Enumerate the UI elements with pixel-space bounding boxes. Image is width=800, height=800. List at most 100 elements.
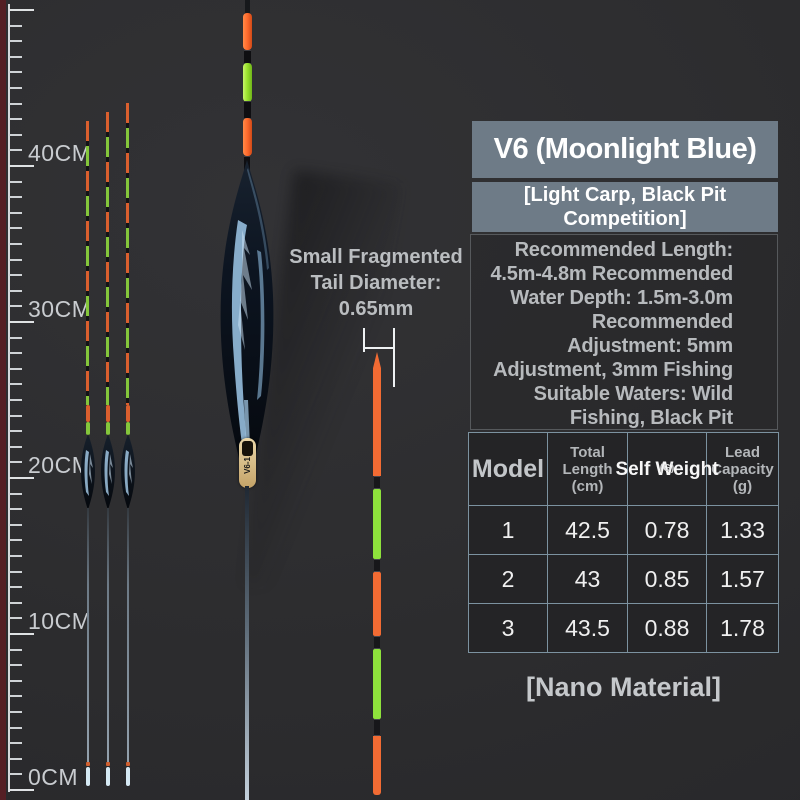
measure-line-right	[393, 328, 395, 387]
ruler-tick	[9, 258, 22, 261]
brand-seal	[242, 441, 253, 456]
table-cell: 42.5	[548, 506, 627, 554]
big-float-stem	[245, 486, 249, 800]
ruler-tick	[9, 9, 34, 11]
small-float-bottom-tip	[106, 767, 110, 786]
big-float-green-segment	[243, 63, 252, 102]
self-weight-label: Self Weight	[615, 458, 719, 480]
ruler-tick	[9, 445, 22, 448]
ruler-tick	[9, 321, 34, 323]
small-float-body	[101, 434, 115, 510]
ruler-tick	[9, 679, 22, 682]
small-float-striped-tail	[126, 103, 129, 405]
ruler-tick	[9, 523, 22, 526]
annotation-line-1: Small Fragmented	[289, 246, 463, 268]
ruler-tick	[9, 352, 22, 355]
small-float-bottom-tip	[86, 767, 90, 786]
table-cell: 1.78	[707, 604, 778, 652]
ruler-tick	[9, 492, 22, 495]
ruler-tick	[9, 789, 34, 791]
description-line: Water Depth: 1.5m-3.0m	[510, 287, 733, 309]
small-float-stem	[87, 508, 89, 764]
ruler-tick	[9, 773, 22, 776]
ruler-line	[8, 4, 10, 792]
table-cell: 0.85	[628, 555, 706, 603]
ruler-tick	[9, 508, 22, 511]
ruler-label-40cm: 40CM	[28, 140, 92, 166]
small-float-stem	[127, 508, 129, 764]
thin-tail-orange-segment	[373, 572, 381, 636]
big-float-orange-segment	[243, 13, 252, 50]
table-cell: 2	[469, 555, 547, 603]
small-float-stem	[107, 508, 109, 764]
small-float	[76, 0, 100, 800]
ruler-tick	[9, 274, 22, 277]
big-float-orange-segment	[243, 118, 252, 156]
ruler-label-10cm: 10CM	[28, 608, 92, 634]
table-cell: 0.88	[628, 604, 706, 652]
ruler-tick	[9, 243, 22, 245]
ruler-tick	[9, 664, 22, 667]
ruler-tick	[9, 430, 22, 433]
ruler-label-0cm: 0CM	[28, 764, 79, 790]
table-cell: 43.5	[548, 604, 627, 652]
thin-tail-green-segment	[373, 649, 381, 719]
ruler-tick	[9, 165, 34, 167]
small-float-body	[81, 434, 95, 510]
ruler-tick	[9, 757, 22, 760]
annotation-line-2: Tail Diameter:	[310, 272, 442, 294]
ruler-tick	[9, 367, 22, 370]
product-description: Recommended Length: 4.5m-4.8m Recommende…	[470, 234, 778, 430]
description-line: Fishing, Black Pit	[569, 407, 733, 429]
thin-tail-joint	[374, 476, 380, 489]
ruler-tick	[9, 149, 22, 152]
ruler-label-20cm: 20CM	[28, 452, 92, 478]
ruler-tick	[9, 289, 22, 292]
product-title: V6 (Moonlight Blue)	[472, 121, 778, 178]
small-float	[116, 0, 140, 800]
product-subtitle: [Light Carp, Black Pit Competition]	[472, 182, 778, 232]
description-line: Recommended	[591, 311, 733, 333]
ruler-tick	[9, 211, 22, 214]
column-header-self-weight: Self Weight (G)	[615, 433, 719, 505]
table-cell: 0.78	[628, 506, 706, 554]
small-float-orange-segment	[126, 405, 130, 422]
ruler-tick	[9, 617, 22, 620]
ruler-tick	[9, 102, 22, 105]
ruler-tick	[9, 570, 22, 573]
description-line: Suitable Waters: Wild	[533, 383, 734, 405]
ruler-tick	[9, 695, 22, 698]
small-float-green-segment	[86, 422, 90, 435]
ruler-tick	[9, 726, 22, 729]
self-weight-unit: (G)	[659, 463, 675, 474]
left-edge-strip	[0, 0, 6, 800]
ruler-tick	[9, 196, 22, 199]
small-float-striped-tail	[86, 121, 89, 405]
ruler-tick	[9, 477, 34, 479]
ruler-tick	[9, 461, 22, 464]
thin-tail-joint	[374, 719, 380, 736]
description-line: Adjustment: 5mm	[567, 335, 733, 357]
small-float	[96, 0, 120, 800]
small-float-orange-segment	[86, 405, 90, 422]
ruler-tick	[9, 555, 22, 557]
ruler-tick	[9, 87, 22, 89]
ruler-tick	[9, 539, 22, 542]
small-float-orange-segment	[106, 405, 110, 422]
small-float-bottom-tip	[126, 767, 130, 786]
column-header-total-length: Total Length (cm)	[548, 433, 627, 505]
small-float-orange-dot	[106, 762, 110, 766]
big-float-body	[220, 160, 274, 488]
thin-tail-orange-segment	[373, 736, 381, 795]
big-float-tail-joint	[244, 101, 251, 119]
ruler-tick	[9, 40, 22, 43]
ruler-tick	[9, 305, 22, 308]
ruler-tick	[9, 180, 22, 183]
tail-diameter-annotation: Small Fragmented Tail Diameter: 0.65mm	[280, 244, 472, 322]
ruler-tick	[9, 71, 22, 74]
measure-line-left	[363, 328, 365, 352]
ruler-tick	[9, 383, 22, 386]
description-line: 4.5m-4.8m Recommended	[490, 263, 733, 285]
small-float-orange-dot	[86, 762, 90, 766]
